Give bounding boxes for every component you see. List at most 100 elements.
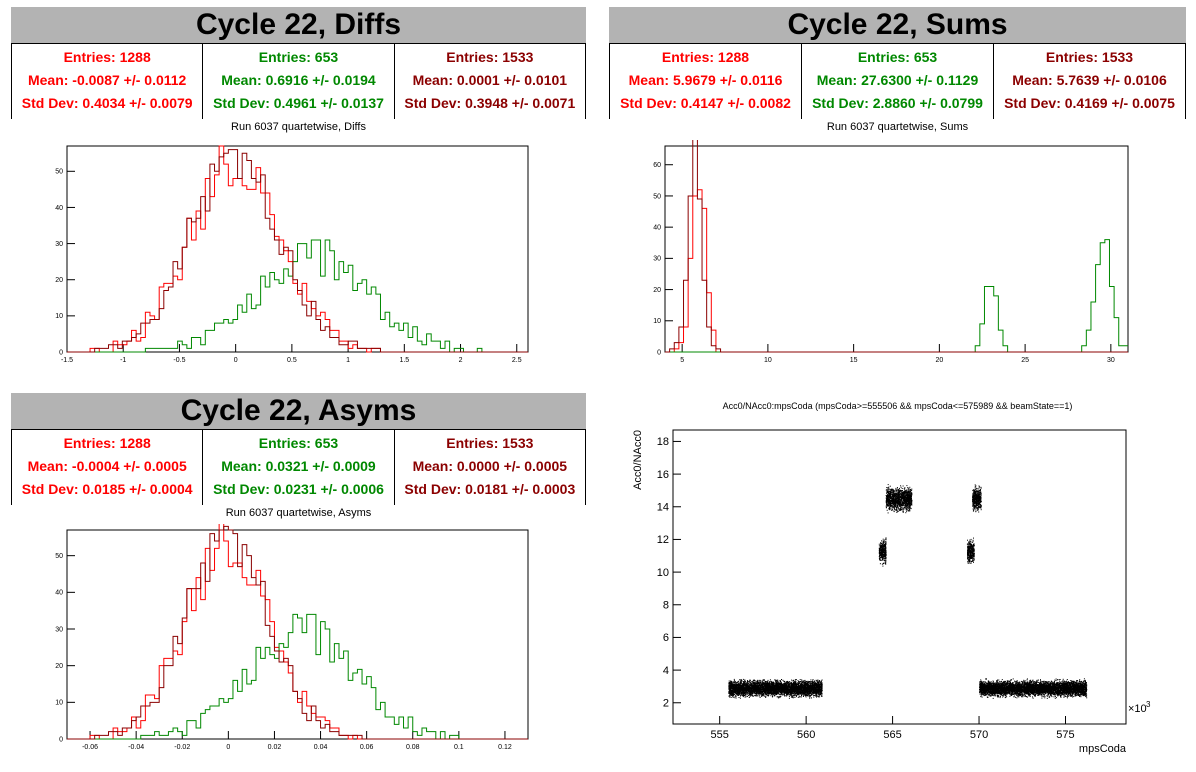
scatter-point (810, 691, 812, 693)
scatter-point (737, 681, 739, 683)
scatter-point (815, 686, 817, 688)
scatter-point (745, 684, 747, 686)
scatter-point (767, 686, 769, 688)
scatter-point (737, 693, 739, 695)
scatter-point (813, 695, 815, 697)
scatter-point (762, 690, 764, 692)
scatter-point (796, 693, 798, 695)
scatter-point (777, 691, 779, 693)
scatter-point (761, 684, 763, 686)
scatter-point (730, 695, 732, 696)
scatter-point (746, 681, 748, 683)
scatter-point (789, 694, 791, 696)
scatter-point (732, 685, 734, 687)
scatter-point (808, 688, 810, 690)
scatter-point (785, 692, 787, 694)
scatter-point (748, 693, 750, 695)
scatter-point (743, 689, 745, 690)
scatter-point (763, 684, 765, 686)
scatter-point (811, 690, 813, 692)
scatter-point (773, 690, 775, 692)
scatter-point (753, 691, 755, 692)
scatter-point (815, 686, 817, 688)
scatter-point (768, 684, 770, 686)
stat-entries: Entries: 1533 (446, 49, 534, 65)
scatter-point (770, 689, 772, 691)
scatter-point (731, 691, 733, 693)
scatter-point (751, 690, 753, 692)
scatter-point (777, 682, 778, 684)
scatter-point (754, 694, 756, 696)
scatter-point (791, 679, 793, 681)
scatter-point (809, 694, 811, 696)
scatter-point (747, 688, 749, 690)
scatter-point (750, 684, 752, 685)
scatter-point (728, 687, 730, 689)
scatter-point (754, 688, 756, 690)
scatter-point (807, 691, 809, 692)
scatter-point (730, 691, 732, 693)
diffs-stats-box-1: Entries: 1288 Mean: -0.0087 +/- 0.0112 S… (12, 44, 204, 119)
scatter-point (784, 685, 786, 687)
scatter-point (818, 694, 820, 696)
scatter-point (754, 692, 756, 694)
scatter-point (756, 682, 758, 684)
scatter-point (773, 682, 775, 684)
scatter-point (795, 693, 797, 695)
scatter-point (768, 681, 770, 683)
scatter-point (762, 686, 764, 688)
scatter-point (766, 688, 768, 690)
scatter-point (740, 695, 741, 697)
diffs-stats-box-2: Entries: 653 Mean: 0.6916 +/- 0.0194 Std… (203, 44, 395, 119)
scatter-point (784, 692, 785, 694)
scatter-point (787, 685, 789, 686)
y-tick-label: 0 (59, 736, 63, 743)
scatter-point (779, 688, 781, 690)
scatter-point (768, 689, 770, 691)
scatter-point (734, 689, 736, 691)
scatter-point (735, 687, 737, 689)
scatter-point (764, 682, 766, 684)
scatter-point (745, 690, 747, 692)
scatter-point (816, 695, 818, 697)
scatter-point (811, 687, 813, 689)
asyms-histogram: -0.06 -0.04 -0.02 0 0.02 0.04 0.06 0.08 0.1 0.120… (55, 524, 529, 751)
scatter-point (776, 693, 778, 695)
scatter-point (814, 684, 815, 686)
scatter-point (758, 688, 760, 690)
scatter-point (774, 683, 776, 685)
y-tick-label: 30 (653, 256, 661, 263)
scatter-point (769, 687, 771, 689)
scatter-point (777, 685, 779, 687)
scatter-point (804, 684, 805, 686)
scatter-point (801, 695, 802, 696)
scatter-point (788, 688, 790, 690)
stat-std: Std Dev: 0.0185 +/- 0.0004 (21, 481, 193, 497)
scatter-point (744, 684, 745, 686)
scatter-point (786, 682, 788, 684)
scatter-point (808, 693, 810, 695)
scatter-point (765, 683, 767, 685)
scatter-point (763, 683, 765, 685)
scatter-point (799, 683, 801, 685)
scatter-point (781, 691, 783, 693)
scatter-point (731, 690, 733, 692)
scatter-point (805, 690, 807, 692)
scatter-point (753, 679, 755, 681)
scatter-point (760, 680, 762, 682)
scatter-point (784, 690, 786, 692)
scatter-point (746, 684, 748, 686)
scatter-point (729, 683, 730, 685)
scatter-point (782, 679, 784, 681)
scatter-point (749, 689, 751, 691)
scatter-point (738, 680, 739, 682)
scatter-point (795, 691, 797, 693)
scatter-point (734, 688, 736, 690)
scatter-point (809, 685, 811, 687)
scatter-point (809, 681, 811, 683)
scatter-point (819, 689, 821, 691)
scatter-point (801, 691, 803, 693)
scatter-point (738, 684, 740, 686)
scatter-point (793, 685, 795, 687)
scatter-point (749, 679, 751, 681)
